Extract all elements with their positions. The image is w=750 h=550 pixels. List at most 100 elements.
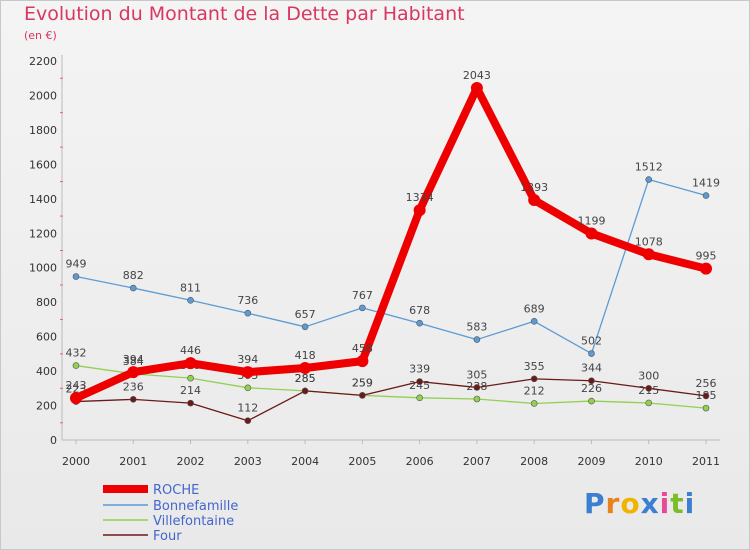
y-tick-label: 1800 [29, 124, 57, 137]
logo-letter: r [605, 487, 621, 520]
data-point-bonnefamille [530, 318, 538, 325]
data-label-roche: 458 [352, 342, 373, 355]
legend-entry-bonnefamille: Bonnefamille [153, 499, 238, 514]
data-point-roche [241, 366, 254, 379]
data-label-bonnefamille: 949 [66, 258, 87, 271]
data-label-roche: 2043 [463, 69, 491, 82]
data-point-four [702, 392, 710, 400]
data-label-four: 305 [466, 368, 487, 381]
data-point-roche [585, 227, 598, 240]
data-point-villefontaine [187, 374, 194, 382]
data-label-bonnefamille: 657 [295, 308, 316, 321]
data-point-villefontaine [702, 404, 710, 412]
y-tick-label: 600 [36, 331, 57, 344]
data-point-roche [127, 366, 140, 379]
y-tick-label: 2200 [29, 55, 57, 68]
data-label-roche: 446 [180, 344, 201, 357]
data-point-roche [700, 262, 712, 275]
data-point-roche [70, 392, 82, 405]
x-tick-label: 2006 [406, 455, 434, 468]
series-line-four [75, 378, 707, 422]
data-point-roche [299, 361, 312, 374]
data-point-four [645, 385, 653, 392]
data-point-bonnefamille [187, 296, 194, 304]
data-point-bonnefamille [473, 336, 481, 343]
data-point-roche [356, 355, 369, 368]
data-point-bonnefamille [359, 304, 366, 312]
logo-letter: i [659, 487, 671, 520]
y-tick-label: 1600 [29, 158, 57, 171]
data-point-bonnefamille [416, 319, 423, 327]
y-tick-label: 1200 [29, 227, 57, 240]
logo-letter: x [640, 487, 660, 520]
chart-title: Evolution du Montant de la Dette par Hab… [24, 3, 465, 25]
data-label-bonnefamille: 583 [466, 321, 487, 334]
x-tick-label: 2007 [463, 455, 491, 468]
data-label-bonnefamille: 1419 [692, 177, 720, 190]
x-tick-label: 2003 [234, 455, 262, 468]
data-label-four: 259 [352, 376, 373, 389]
logo-letter: t [670, 487, 685, 520]
data-point-four [187, 399, 194, 407]
data-label-four: 236 [123, 380, 144, 393]
x-tick-label: 2009 [577, 455, 605, 468]
data-point-bonnefamille [702, 192, 710, 199]
data-label-villefontaine: 285 [295, 372, 316, 385]
x-tick-label: 2004 [291, 455, 319, 468]
data-label-bonnefamille: 811 [180, 281, 201, 294]
data-point-four [530, 375, 538, 383]
data-point-roche [528, 194, 541, 207]
data-point-four [359, 392, 366, 399]
data-label-roche: 418 [295, 349, 316, 362]
data-point-bonnefamille [72, 273, 80, 280]
data-label-bonnefamille: 678 [409, 304, 430, 317]
data-point-villefontaine [588, 397, 595, 405]
data-point-bonnefamille [244, 309, 252, 317]
data-point-villefontaine [473, 395, 481, 403]
data-label-four: 285 [295, 372, 316, 385]
data-label-villefontaine: 259 [352, 376, 373, 389]
data-point-villefontaine [645, 399, 653, 407]
data-label-roche: 243 [66, 379, 87, 392]
data-point-villefontaine [72, 362, 80, 369]
x-tick-label: 2002 [177, 455, 205, 468]
data-point-bonnefamille [129, 284, 137, 292]
series-line-bonnefamille [75, 178, 707, 355]
chart-subtitle: (en €) [24, 29, 57, 42]
logo-letter: P [584, 487, 606, 520]
data-label-villefontaine: 212 [524, 384, 545, 397]
legend-entry-villefontaine: Villefontaine [153, 514, 234, 529]
data-label-bonnefamille: 736 [237, 294, 258, 307]
data-label-four: 300 [638, 369, 659, 382]
data-label-roche: 394 [123, 353, 144, 366]
data-label-bonnefamille: 689 [524, 302, 545, 315]
data-label-villefontaine: 432 [66, 347, 87, 360]
x-tick-label: 2005 [348, 455, 376, 468]
logo-letter: o [620, 487, 641, 520]
data-point-four [301, 387, 309, 395]
y-tick-label: 1400 [29, 193, 57, 206]
data-label-bonnefamille: 502 [581, 335, 602, 348]
data-label-roche: 394 [237, 353, 258, 366]
legend-entry-four: Four [153, 529, 182, 544]
data-label-villefontaine: 226 [581, 382, 602, 395]
logo-letter: i [684, 487, 696, 520]
y-tick-label: 800 [36, 296, 57, 309]
y-tick-label: 1000 [29, 262, 57, 275]
data-point-roche [642, 248, 655, 261]
y-tick-label: 400 [36, 365, 57, 378]
legend-entry-roche: ROCHE [153, 483, 199, 498]
data-label-four: 112 [237, 402, 258, 415]
data-label-four: 214 [180, 384, 201, 397]
x-tick-label: 2000 [62, 455, 90, 468]
data-label-roche: 1078 [635, 235, 663, 248]
y-tick-label: 2000 [29, 89, 57, 102]
series-line-roche [72, 84, 710, 403]
data-label-four: 355 [524, 360, 545, 373]
data-point-four [473, 384, 481, 391]
proxiti-logo: Proxiti [584, 487, 695, 520]
x-tick-label: 2011 [692, 455, 720, 468]
data-point-four [129, 396, 137, 403]
y-tick-label: 0 [50, 434, 57, 447]
